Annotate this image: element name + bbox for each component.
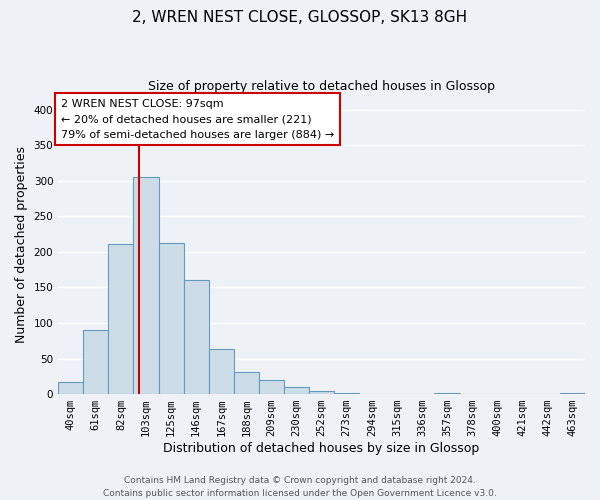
- Bar: [334, 392, 359, 394]
- Bar: [434, 392, 460, 394]
- Bar: [309, 390, 334, 394]
- Bar: [284, 387, 309, 394]
- Text: 2 WREN NEST CLOSE: 97sqm
← 20% of detached houses are smaller (221)
79% of semi-: 2 WREN NEST CLOSE: 97sqm ← 20% of detach…: [61, 98, 334, 140]
- Bar: [209, 348, 234, 394]
- Text: 2, WREN NEST CLOSE, GLOSSOP, SK13 8GH: 2, WREN NEST CLOSE, GLOSSOP, SK13 8GH: [133, 10, 467, 25]
- Bar: [133, 178, 158, 394]
- Bar: [560, 392, 585, 394]
- Bar: [184, 280, 209, 394]
- Bar: [58, 382, 83, 394]
- Title: Size of property relative to detached houses in Glossop: Size of property relative to detached ho…: [148, 80, 495, 93]
- Text: Contains HM Land Registry data © Crown copyright and database right 2024.
Contai: Contains HM Land Registry data © Crown c…: [103, 476, 497, 498]
- Bar: [109, 244, 133, 394]
- X-axis label: Distribution of detached houses by size in Glossop: Distribution of detached houses by size …: [163, 442, 480, 455]
- Y-axis label: Number of detached properties: Number of detached properties: [15, 146, 28, 344]
- Bar: [83, 330, 109, 394]
- Bar: [158, 242, 184, 394]
- Bar: [259, 380, 284, 394]
- Bar: [234, 372, 259, 394]
